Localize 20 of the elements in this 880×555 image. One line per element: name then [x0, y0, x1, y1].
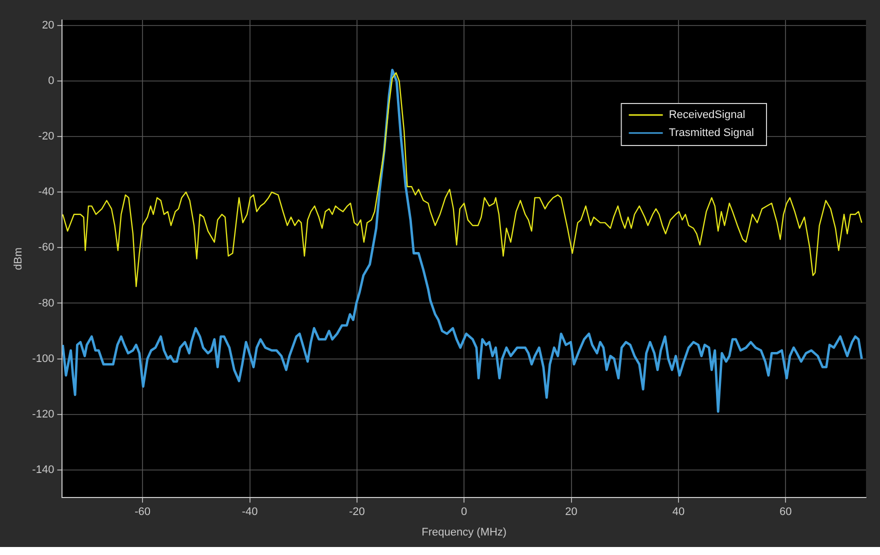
- x-tick-label: 40: [672, 506, 685, 518]
- y-tick-label: -20: [38, 130, 54, 143]
- y-tick-label: -120: [32, 408, 54, 420]
- x-axis-title: Frequency (MHz): [422, 526, 507, 538]
- y-axis-title: dBm: [12, 247, 25, 270]
- x-tick-label: 20: [565, 506, 578, 518]
- y-tick-label: 0: [48, 75, 54, 88]
- y-tick-label: -140: [32, 464, 54, 476]
- x-tick-label: -40: [242, 506, 258, 518]
- legend-label: Trasmitted Signal: [668, 127, 754, 140]
- y-tick-label: 20: [42, 20, 54, 32]
- y-tick-label: -60: [38, 242, 54, 254]
- legend-label: ReceivedSignal: [668, 109, 746, 122]
- x-tick-label: -20: [348, 506, 365, 518]
- y-tick-label: -40: [38, 186, 54, 198]
- x-tick-label: 60: [779, 506, 792, 518]
- y-tick-label: -100: [32, 352, 54, 365]
- y-tick-label: -80: [38, 297, 54, 310]
- x-tick-label: -60: [134, 506, 151, 518]
- x-tick-label: 0: [461, 506, 468, 518]
